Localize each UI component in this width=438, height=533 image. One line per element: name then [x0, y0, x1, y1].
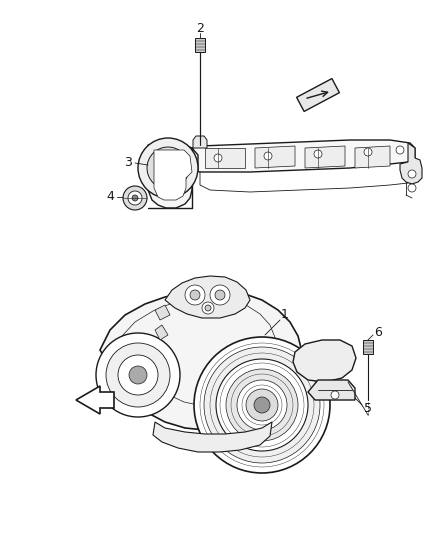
Text: 3: 3 — [124, 156, 132, 168]
Circle shape — [202, 302, 214, 314]
Circle shape — [396, 146, 404, 154]
Circle shape — [123, 186, 147, 210]
Text: 6: 6 — [374, 326, 382, 338]
Polygon shape — [193, 136, 207, 148]
Polygon shape — [297, 78, 339, 111]
Circle shape — [408, 170, 416, 178]
Circle shape — [132, 195, 138, 201]
Polygon shape — [155, 305, 170, 320]
Circle shape — [96, 333, 180, 417]
Circle shape — [226, 369, 298, 441]
Polygon shape — [205, 148, 245, 168]
Polygon shape — [293, 340, 356, 382]
Circle shape — [204, 347, 320, 463]
Circle shape — [138, 138, 198, 198]
Polygon shape — [165, 276, 250, 318]
Circle shape — [364, 148, 372, 156]
Text: 2: 2 — [196, 21, 204, 35]
Circle shape — [156, 156, 180, 180]
Circle shape — [216, 359, 308, 451]
Circle shape — [237, 380, 287, 430]
Polygon shape — [153, 422, 272, 452]
Circle shape — [129, 366, 147, 384]
Circle shape — [210, 285, 230, 305]
Circle shape — [205, 305, 211, 311]
Circle shape — [118, 355, 158, 395]
Circle shape — [254, 397, 270, 413]
Circle shape — [331, 391, 339, 399]
Polygon shape — [363, 340, 373, 354]
Circle shape — [128, 191, 142, 205]
Text: 1: 1 — [281, 309, 289, 321]
Polygon shape — [255, 146, 295, 168]
Circle shape — [264, 152, 272, 160]
Text: 4: 4 — [106, 190, 114, 204]
Polygon shape — [76, 386, 114, 414]
Circle shape — [106, 343, 170, 407]
Circle shape — [246, 389, 278, 421]
Polygon shape — [400, 143, 422, 184]
Circle shape — [408, 184, 416, 192]
Polygon shape — [154, 150, 192, 200]
Circle shape — [215, 290, 225, 300]
Circle shape — [194, 337, 330, 473]
Circle shape — [147, 147, 189, 189]
Polygon shape — [148, 145, 198, 208]
Polygon shape — [195, 38, 205, 52]
Polygon shape — [155, 325, 168, 340]
Polygon shape — [305, 146, 345, 168]
Circle shape — [214, 154, 222, 162]
Text: 5: 5 — [364, 401, 372, 415]
Polygon shape — [192, 140, 415, 172]
Circle shape — [185, 285, 205, 305]
Circle shape — [314, 150, 322, 158]
Circle shape — [190, 290, 200, 300]
Polygon shape — [308, 380, 355, 400]
Polygon shape — [100, 291, 302, 430]
Polygon shape — [355, 146, 390, 168]
Circle shape — [163, 163, 173, 173]
